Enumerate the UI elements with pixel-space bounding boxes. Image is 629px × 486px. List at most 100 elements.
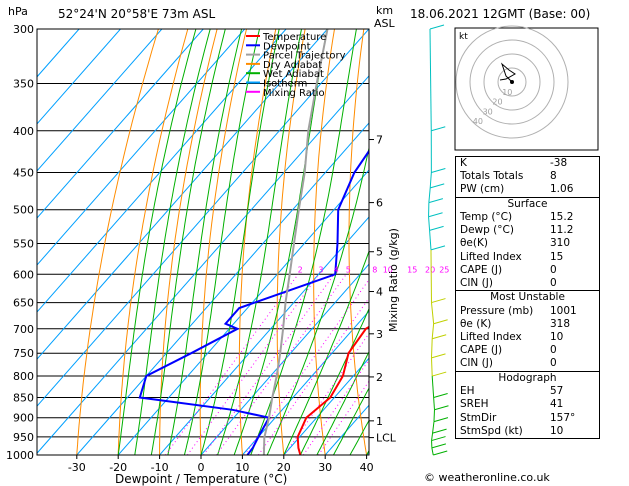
hodograph-header: Hodograph: [456, 370, 599, 386]
mixing-ratio-label: 5: [346, 265, 351, 274]
index-label: Lifted Index: [460, 250, 522, 263]
isotherm-line: [37, 29, 246, 266]
index-value: 10: [550, 424, 564, 437]
wind-barb: [431, 126, 446, 132]
x-axis-label: Dewpoint / Temperature (°C): [115, 472, 288, 486]
index-value: 0: [550, 344, 557, 357]
km-tick-label: 3: [376, 328, 383, 341]
pressure-tick-label: 600: [13, 268, 34, 281]
plot-area: [37, 29, 629, 455]
x-tick-label: 10: [235, 461, 249, 474]
wind-barb: [432, 334, 447, 340]
wet-adiabat-line: [316, 350, 369, 455]
hodograph-ring-label: 40: [473, 117, 483, 126]
isotherm-line: [37, 29, 204, 219]
index-row: K -38: [456, 157, 599, 170]
wind-profile-line: [431, 433, 434, 441]
isotherm-line: [283, 357, 369, 455]
surface-row: θe(K) 310: [456, 237, 599, 250]
surface-row: CIN (J) 0: [456, 277, 599, 290]
wind-profile-line: [431, 323, 435, 339]
hodograph-ring-label: 20: [492, 98, 502, 107]
index-row: PW (cm) 1.06: [456, 183, 599, 196]
hodograph-ring-label: 10: [502, 88, 512, 97]
wind-profile-line: [431, 357, 433, 377]
series-parcel-trajectory: [262, 29, 329, 455]
km-tick-label: 4: [376, 286, 383, 299]
index-label: Dewp (°C): [460, 224, 514, 237]
wet-adiabat-line: [134, 29, 211, 455]
pressure-tick-label: 550: [13, 237, 34, 250]
wind-barb: [433, 417, 449, 423]
mixing-ratio-line: [302, 359, 369, 455]
mixing-ratio-line: [318, 380, 369, 455]
index-value: 1001: [550, 304, 577, 317]
unstable-header: Most Unstable: [456, 290, 599, 305]
mixing-ratio-line: [257, 297, 369, 455]
index-value: -38: [550, 157, 568, 169]
km-tick-label: 6: [376, 197, 383, 210]
pressure-unit: hPa: [8, 5, 28, 18]
wind-profile-line: [431, 447, 434, 456]
pressure-tick-label: 350: [13, 78, 34, 91]
wind-profile-line: [429, 172, 432, 188]
isotherm-line: [37, 75, 369, 454]
index-value: 1.06: [550, 183, 574, 196]
index-label: Pressure (mb): [460, 304, 534, 317]
surface-row: Temp (°C) 15.2: [456, 211, 599, 224]
index-value: 318: [550, 317, 571, 330]
isotherm-line: [200, 263, 369, 455]
x-tick-label: 0: [198, 461, 205, 474]
wind-profile-line: [429, 230, 432, 250]
wind-profile-line: [432, 421, 435, 434]
height-unit-asl: ASL: [374, 17, 395, 30]
index-label: θe(K): [460, 237, 488, 250]
hodograph-ring: [497, 67, 527, 97]
km-tick-label: LCL: [376, 432, 397, 445]
mixing-ratio-label: 25: [439, 265, 449, 274]
index-value: 8: [550, 170, 557, 183]
wet-adiabat-line: [183, 29, 260, 455]
x-tick-label: 20: [277, 461, 291, 474]
hodograph-unit: kt: [459, 32, 468, 42]
pressure-tick-label: 450: [13, 166, 34, 179]
legend-label: Temperature: [262, 32, 326, 43]
legend-label: Parcel Trajectory: [263, 51, 346, 62]
wind-profile: [428, 24, 449, 456]
isotherm-line: [37, 29, 287, 313]
mixing-ratio-label: 8: [372, 265, 377, 274]
wet-adiabat-line: [299, 307, 369, 455]
wind-profile-line: [433, 397, 435, 410]
index-value: 0: [550, 263, 557, 276]
index-value: 0: [550, 277, 557, 289]
isotherm-line: [37, 29, 369, 407]
index-label: CAPE (J): [460, 263, 503, 276]
legend-label: Mixing Ratio: [263, 88, 325, 99]
valid-time: 18.06.2021 12GMT (Base: 00): [410, 7, 591, 21]
hodograph-storm-marker: [510, 80, 514, 84]
pressure-tick-label: 800: [13, 370, 34, 383]
isotherm-line: [37, 29, 80, 78]
wind-profile-line: [431, 376, 435, 398]
wind-profile-line: [429, 28, 432, 131]
dry-adiabat-line: [599, 29, 629, 455]
mixing-ratio-line: [165, 273, 299, 455]
wind-profile-line: [430, 302, 435, 324]
hodograph-ring: [483, 53, 541, 111]
hodograph-row: EH 57: [456, 385, 599, 398]
pressure-tick-label: 750: [13, 347, 34, 360]
hodograph-row: SREH 41: [456, 398, 599, 411]
km-tick-label: 7: [376, 134, 383, 147]
unstable-row: CAPE (J) 0: [456, 344, 599, 357]
index-value: 10: [550, 331, 564, 344]
location-label: 52°24'N 20°58'E 73m ASL: [58, 7, 216, 21]
mixing-ratio-label: 4: [334, 265, 339, 274]
hodograph-trace: [499, 62, 516, 83]
wind-barb: [428, 212, 443, 218]
wet-adiabat-line: [167, 29, 243, 455]
pressure-tick-label: 400: [13, 125, 34, 138]
index-row: Totals Totals 8: [456, 170, 599, 183]
dry-adiabat-line: [276, 29, 306, 455]
wet-adiabat-line: [200, 29, 280, 455]
plot-frame: [36, 28, 370, 456]
